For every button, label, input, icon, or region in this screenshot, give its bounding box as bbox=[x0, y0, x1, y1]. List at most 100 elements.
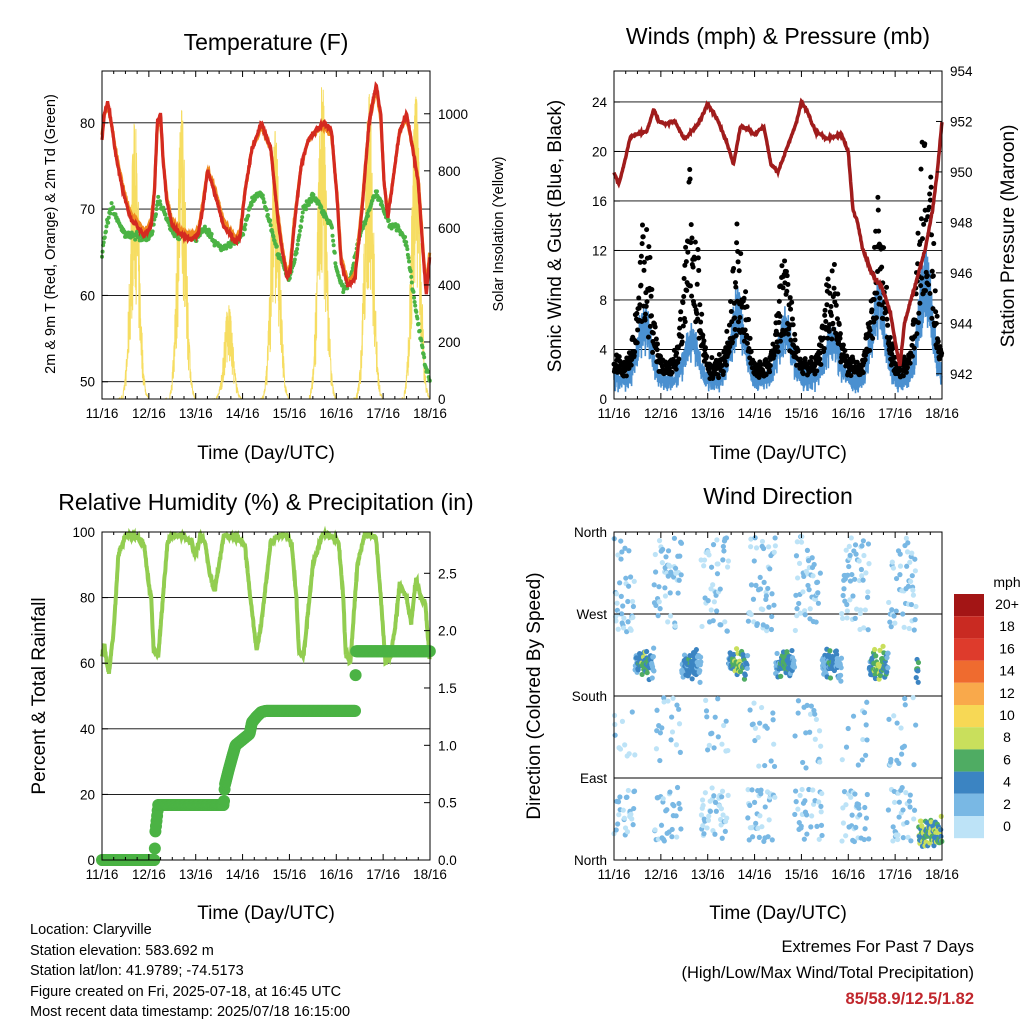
direction-point bbox=[714, 571, 721, 577]
dewpoint-point bbox=[319, 205, 324, 210]
speed-colorbar: 20+ 18 16 14 12 10 8 6 4 2 0 bbox=[954, 594, 1019, 839]
dewpoint-point bbox=[265, 212, 270, 217]
direction-point bbox=[707, 808, 714, 814]
direction-point bbox=[856, 558, 862, 564]
dewpoint-point bbox=[379, 199, 384, 204]
gust-point bbox=[638, 282, 644, 288]
colorbar-swatch bbox=[954, 727, 984, 750]
direction-point bbox=[789, 647, 795, 654]
dewpoint-point bbox=[332, 250, 337, 255]
direction-point bbox=[669, 714, 675, 720]
direction-point bbox=[900, 611, 906, 617]
colorbar-swatch bbox=[954, 594, 984, 617]
direction-point bbox=[620, 625, 627, 631]
gust-point bbox=[800, 371, 806, 377]
direction-point bbox=[840, 820, 847, 826]
direction-point bbox=[770, 710, 776, 716]
dewpoint-point bbox=[158, 202, 163, 207]
x-tick-label: 17/16 bbox=[878, 406, 912, 421]
dewpoint-point bbox=[329, 225, 334, 230]
direction-point bbox=[909, 573, 915, 579]
direction-point bbox=[863, 752, 869, 758]
direction-point bbox=[915, 679, 921, 685]
direction-point bbox=[764, 624, 770, 630]
direction-point bbox=[751, 558, 757, 564]
direction-point bbox=[766, 544, 772, 550]
direction-point bbox=[938, 827, 944, 833]
direction-point bbox=[848, 535, 854, 541]
gust-point bbox=[758, 362, 764, 368]
gust-point bbox=[737, 315, 743, 321]
direction-point bbox=[709, 730, 715, 736]
direction-point bbox=[757, 813, 763, 819]
direction-point bbox=[896, 760, 902, 767]
station-elevation: Station elevation: 583.692 m bbox=[30, 942, 214, 959]
direction-point bbox=[672, 623, 678, 629]
direction-point bbox=[791, 657, 797, 664]
direction-point bbox=[668, 737, 674, 743]
colorbar-title: mph bbox=[993, 574, 1020, 590]
direction-point bbox=[801, 573, 807, 579]
gust-point bbox=[650, 349, 656, 355]
gust-point bbox=[747, 335, 753, 341]
direction-point bbox=[877, 672, 884, 679]
dewpoint-point bbox=[262, 200, 267, 205]
direction-point bbox=[844, 601, 850, 608]
direction-point bbox=[674, 784, 681, 791]
gust-point bbox=[744, 340, 750, 346]
direction-point bbox=[744, 665, 750, 672]
direction-point bbox=[838, 678, 844, 684]
direction-point bbox=[630, 614, 636, 620]
gust-point bbox=[689, 235, 695, 241]
direction-point bbox=[855, 762, 861, 768]
precip-point bbox=[349, 704, 362, 717]
gust-point bbox=[860, 370, 866, 376]
direction-point bbox=[807, 606, 813, 612]
direction-point bbox=[862, 804, 868, 811]
direction-point bbox=[650, 654, 656, 660]
direction-point bbox=[658, 822, 665, 828]
dewpoint-point bbox=[296, 238, 301, 243]
gust-point bbox=[826, 283, 832, 289]
direction-point bbox=[630, 603, 636, 610]
y-tick-label: 12 bbox=[592, 243, 607, 258]
direction-point bbox=[742, 672, 748, 678]
y2-tick-label: 0 bbox=[438, 392, 446, 407]
y2-tick-label: 948 bbox=[950, 215, 973, 230]
gust-point bbox=[921, 221, 927, 227]
direction-point bbox=[906, 798, 913, 804]
direction-point bbox=[907, 804, 913, 810]
colorbar-label: 2 bbox=[1003, 796, 1011, 812]
direction-point bbox=[706, 552, 712, 558]
x-tick-label: 12/16 bbox=[132, 867, 166, 882]
direction-point bbox=[771, 602, 777, 608]
direction-point bbox=[907, 559, 913, 565]
gust-point bbox=[709, 355, 715, 361]
direction-point bbox=[706, 813, 712, 819]
x-tick-label: 11/16 bbox=[598, 406, 631, 421]
winds-y2-label: Station Pressure (Maroon) bbox=[998, 125, 1019, 348]
direction-point bbox=[725, 558, 732, 564]
dewpoint-point bbox=[106, 215, 111, 220]
direction-point bbox=[662, 585, 668, 591]
direction-point bbox=[669, 834, 675, 840]
direction-point bbox=[618, 556, 624, 562]
direction-point bbox=[793, 592, 799, 598]
direction-point bbox=[673, 742, 680, 748]
gust-point bbox=[784, 288, 790, 294]
direction-point bbox=[721, 548, 727, 554]
direction-point bbox=[676, 577, 682, 583]
gust-point bbox=[679, 334, 685, 340]
dewpoint-point bbox=[154, 206, 159, 211]
gust-point bbox=[674, 350, 680, 356]
direction-point bbox=[814, 823, 820, 829]
direction-point bbox=[618, 593, 624, 599]
gust-point bbox=[702, 345, 708, 351]
direction-point bbox=[748, 544, 754, 550]
direction-point bbox=[659, 725, 665, 731]
direction-point bbox=[710, 542, 717, 548]
direction-point bbox=[852, 542, 859, 548]
direction-point bbox=[760, 545, 767, 552]
direction-point bbox=[700, 822, 706, 829]
direction-point bbox=[625, 619, 631, 625]
